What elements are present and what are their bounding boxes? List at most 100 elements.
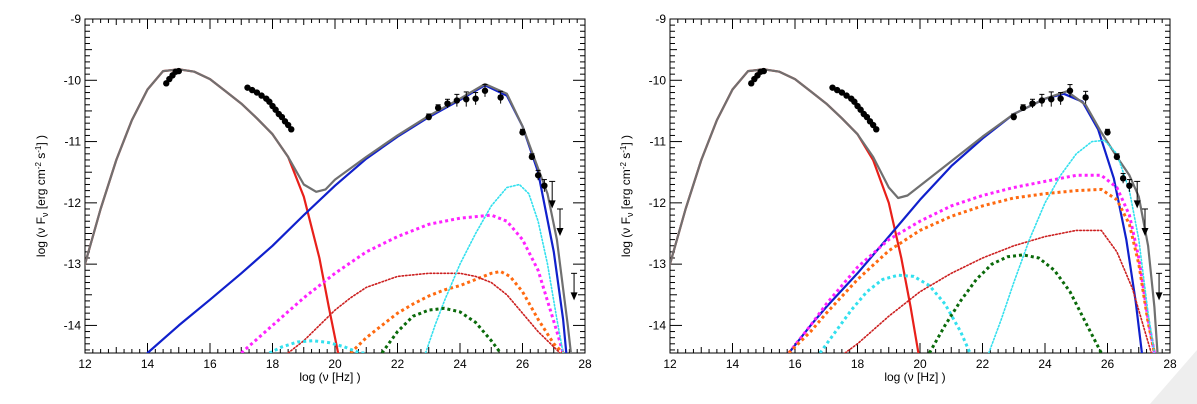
y-tick-label-left: -10 [64,73,82,87]
data-point [1066,87,1074,94]
model-curve-dark_red [287,272,561,353]
y-axis-title-ylabel_exp1: -2 [34,162,43,170]
y-tick-label-right: -12 [649,196,667,210]
data-point [873,126,880,133]
curves-left [85,68,572,353]
model-curve-dark_green [380,306,502,353]
model-curve-magenta [240,213,565,353]
x-axis-title-part: log ( [884,370,907,384]
x-axis-title-left: log (ν [Hz] ) [299,370,360,384]
x-tick-label-right: 16 [788,357,802,371]
x-axis-title-unit: [Hz] ) [914,370,946,384]
x-axis-title-unit: [Hz] ) [329,370,361,384]
data-point [1029,100,1036,107]
data-point [541,182,548,189]
model-curve-dark_green [928,253,1103,353]
data-point [472,95,479,102]
y-axis-title-ylabel_exp1: -2 [619,162,628,170]
data-point [258,92,265,99]
model-curve-cyan [988,139,1156,353]
y-tick-label-left: -13 [64,257,82,271]
x-tick-label-right: 18 [851,357,865,371]
x-tick-label-right: 28 [1163,357,1177,371]
x-tick-label-right: 26 [1101,357,1115,371]
x-axis-title-right: log (ν [Hz] ) [884,370,945,384]
y-axis-title-ylabel_exp2: -1 [34,145,43,153]
x-tick-label-left: 22 [391,357,405,371]
x-tick-label-right: 24 [1038,357,1052,371]
data-point [833,86,841,94]
data-point [453,97,461,104]
data-point [444,100,451,107]
data-point [1019,104,1027,112]
y-axis-title-ylabel_main: log (ν F [34,217,48,257]
upper-limit-arrow [1133,200,1141,209]
model-curve-total [85,68,572,353]
x-tick-label-left: 26 [516,357,530,371]
watermark-corner-shape [1150,350,1197,404]
data-point [248,86,256,94]
data-point [481,87,489,94]
y-tick-label-right: -9 [655,12,666,26]
x-tick-label-left: 16 [203,357,217,371]
data-point [1126,182,1133,189]
model-curve-orange [787,187,1156,353]
x-tick-label-left: 24 [453,357,467,371]
y-tick-label-left: -11 [65,135,82,149]
data-point [829,84,836,91]
model-curve-cyan [424,183,564,353]
data-point [1113,153,1121,161]
x-tick-label-left: 18 [266,357,280,371]
x-axis-title-nu: ν [323,370,329,384]
chart-panel-left: 12 14 16 18 20 22 24 26 28 -9 -10 -11 -12 -13 -14 log (… [34,12,592,384]
x-tick-label-right: 22 [976,357,990,371]
y-axis-title-right: log (ν Fν [erg cm-2 s-1] ) [619,135,635,257]
data-point [425,113,432,121]
x-axis-title-part: log ( [299,370,322,384]
data-point [1104,129,1111,136]
y-axis-title-ylabel_exp2: -1 [619,145,628,153]
data-point [434,104,442,112]
data-point [497,94,504,101]
x-tick-label-left: 28 [578,357,592,371]
data-point [1048,96,1055,103]
data-point [244,84,251,91]
x-axis-title-nu: ν [908,370,914,384]
data-point [519,129,526,136]
upper-limit-arrow [548,200,556,209]
y-tick-label-left: -12 [64,196,82,210]
model-curve-cyan_low [268,339,367,353]
y-axis-title-ylabel_sub: ν [40,212,50,217]
y-tick-label-right: -11 [650,135,667,149]
model-curve-orange [349,270,565,353]
data-point [463,96,470,103]
data-point [1082,94,1089,101]
y-tick-label-left: -9 [70,12,81,26]
x-tick-label-left: 20 [328,357,342,371]
y-axis-title-ylabel_end: ] ) [619,135,633,146]
x-tick-label-left: 12 [78,357,92,371]
curves-right [670,68,1159,353]
x-tick-label-left: 14 [141,357,155,371]
y-axis-title-ylabel_s: s [619,153,633,162]
upper-limit-arrow [1141,227,1149,236]
data-point [1119,175,1127,182]
data-point [1010,113,1017,121]
data-point [175,67,182,75]
chart-panel-right: 12 14 16 18 20 22 24 26 28 -9 -10 -11 -12 -13 -14 log (… [619,12,1177,384]
model-curve-cyan_low [818,273,972,353]
x-tick-label-right: 14 [726,357,740,371]
upper-limit-arrow [570,292,578,301]
y-axis-title-ylabel_sub: ν [625,212,635,217]
y-tick-label-right: -13 [649,257,667,271]
y-tick-label-right: -10 [649,73,667,87]
data-point [1038,97,1046,104]
data-point [288,126,295,133]
y-tick-label-right: -14 [649,318,667,332]
x-tick-label-right: 12 [663,357,677,371]
data-point [843,92,850,99]
data-point [838,89,846,96]
